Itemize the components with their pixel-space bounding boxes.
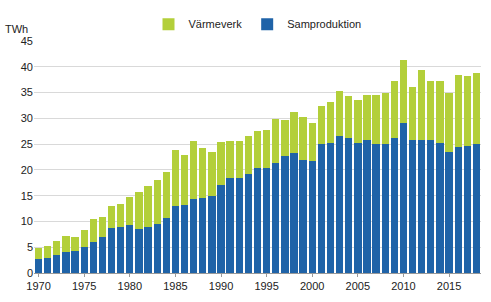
svg-text:1980: 1980 (118, 280, 142, 292)
svg-text:1995: 1995 (254, 280, 278, 292)
svg-text:45: 45 (21, 35, 33, 47)
svg-text:Samproduktion: Samproduktion (287, 18, 361, 30)
svg-text:TWh: TWh (5, 23, 28, 35)
svg-text:40: 40 (21, 61, 33, 73)
svg-text:20: 20 (21, 164, 33, 176)
svg-text:2005: 2005 (346, 280, 370, 292)
svg-text:25: 25 (21, 138, 33, 150)
svg-text:Värmeverk: Värmeverk (189, 18, 243, 30)
svg-text:2010: 2010 (391, 280, 415, 292)
svg-text:35: 35 (21, 86, 33, 98)
svg-text:1990: 1990 (209, 280, 233, 292)
svg-text:1970: 1970 (26, 280, 50, 292)
svg-text:15: 15 (21, 190, 33, 202)
svg-text:0: 0 (27, 267, 33, 279)
svg-text:30: 30 (21, 112, 33, 124)
svg-text:1985: 1985 (163, 280, 187, 292)
svg-text:2015: 2015 (437, 280, 461, 292)
svg-text:5: 5 (27, 241, 33, 253)
svg-text:1975: 1975 (72, 280, 96, 292)
svg-text:2000: 2000 (300, 280, 324, 292)
svg-text:10: 10 (21, 215, 33, 227)
